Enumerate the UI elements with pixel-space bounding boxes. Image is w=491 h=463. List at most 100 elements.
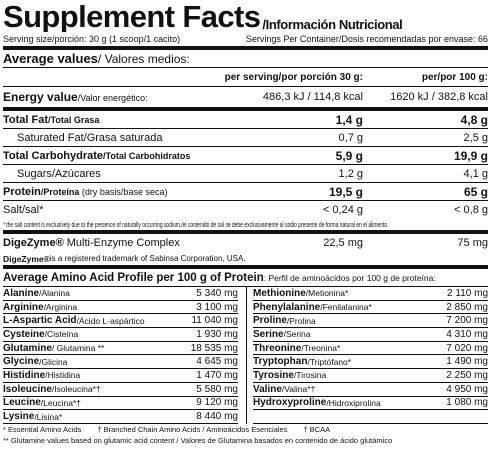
nutrient-name: Sugars/Azúcares bbox=[17, 167, 101, 180]
trademark-row: DigeZyme® is a registered trademark of S… bbox=[3, 252, 488, 265]
amino-name: Isoleucine bbox=[3, 383, 52, 395]
nutrient-local: /Proteína bbox=[40, 186, 80, 197]
nutrient-local: /Total Grasa bbox=[48, 114, 100, 125]
rule bbox=[3, 86, 488, 87]
amino-column: Alanine/Alanina 5 340 mg Arginine/Arginina… bbox=[3, 287, 247, 424]
amino-name: Tryptophan bbox=[253, 356, 308, 368]
amino-row: Serine/Serina 4 310 mg bbox=[253, 328, 488, 342]
nutrient-label: Protein/Proteína (dry basis/base seca) bbox=[3, 186, 193, 198]
enzyme-rest: Multi-Enzyme Complex bbox=[63, 237, 180, 249]
amino-local: /Prolina bbox=[286, 315, 316, 326]
footnote: † Branched Chain Amino Acids / Aminoácid… bbox=[97, 424, 288, 434]
title-row: Supplement Facts /Información Nutriciona… bbox=[3, 0, 488, 32]
amino-name: Proline bbox=[253, 315, 287, 327]
nutrient-row: Energy value/Valor energético: 486,3 kJ /… bbox=[3, 87, 488, 107]
amino-row: Methionine/Metionina* 2 110 mg bbox=[253, 287, 488, 301]
nutrient-name: Total Carbohydrate bbox=[3, 149, 104, 162]
amino-name: Methionine bbox=[253, 287, 306, 299]
nutrient-name: Saturated Fat/Grasa saturada bbox=[17, 131, 163, 144]
amino-local: /Fenilalanina* bbox=[320, 302, 372, 313]
amino-name: Tyrosine bbox=[253, 369, 294, 381]
nutrient-note: (dry basis/base seca) bbox=[79, 186, 168, 197]
amino-local: /Tirosina bbox=[293, 370, 327, 381]
amino-row: Hydroxyproline/Hidroxiprolina 1 080 mg bbox=[253, 397, 488, 411]
amino-local: /Histidina bbox=[45, 370, 81, 381]
per-100g: 2,5 g bbox=[463, 131, 488, 144]
enzyme-name: DigeZyme® bbox=[3, 237, 64, 249]
nutrient-name: Energy value bbox=[3, 90, 78, 104]
rule bbox=[3, 107, 488, 111]
nutrient-row: Protein/Proteína (dry basis/base seca) 19… bbox=[3, 183, 488, 201]
nutrient-name: Salt/sal* bbox=[3, 204, 44, 216]
trademark-name: DigeZyme® bbox=[3, 253, 50, 264]
amino-value: 1 080 mg bbox=[446, 397, 488, 409]
amino-name: Serine bbox=[253, 328, 284, 340]
amino-row-empty bbox=[253, 410, 488, 424]
nutrient-label: Total Carbohydrate/Total Carbohidratos bbox=[3, 150, 193, 162]
per-serving: 19,5 g bbox=[328, 184, 363, 199]
amino-row: Tryptophan/Triptófano* 1 490 mg bbox=[253, 355, 488, 370]
amino-name: Valine bbox=[253, 383, 282, 395]
amino-row: Valine/Valina*† 4 950 mg bbox=[253, 383, 488, 397]
rule bbox=[3, 46, 488, 50]
amino-value: 1 930 mg bbox=[196, 328, 238, 340]
per-100g: 4,8 g bbox=[460, 112, 488, 127]
amino-row: Threonine/Treonina* 7 020 mg bbox=[253, 342, 488, 356]
average-title-local: / Valores medios: bbox=[97, 51, 190, 66]
nutrient-name: Total Fat bbox=[3, 113, 49, 126]
subtitle: /Información Nutricional bbox=[262, 17, 403, 32]
amino-local: /Cisteína bbox=[44, 329, 79, 340]
amino-value: 2 250 mg bbox=[446, 369, 488, 381]
amino-value: 5 340 mg bbox=[196, 287, 238, 299]
average-title: Average values bbox=[3, 51, 98, 66]
footnote: ** Glutamine values based on glutamic ac… bbox=[3, 435, 393, 445]
footnote-row: * Essential Amino Acids † Branched Chain … bbox=[3, 424, 488, 435]
amino-local: /Serina bbox=[283, 329, 311, 340]
amino-value: 5 580 mg bbox=[196, 383, 238, 395]
amino-local: /Metionina* bbox=[305, 288, 349, 299]
amino-local: /Treonina* bbox=[301, 343, 341, 354]
per-serving: 1,4 g bbox=[335, 112, 363, 127]
per-serving: 1,2 g bbox=[338, 167, 363, 180]
amino-name: Cysteine bbox=[3, 328, 45, 340]
amino-local: /Isoleucina*† bbox=[51, 384, 101, 395]
amino-row: Alanine/Alanina 5 340 mg bbox=[3, 287, 238, 301]
average-header: Average values / Valores medios: bbox=[3, 50, 488, 67]
amino-row: Phenylalanine/Fenilalanina* 2 850 mg bbox=[253, 301, 488, 315]
amino-value: 7 020 mg bbox=[446, 342, 488, 354]
amino-local: /Valina*† bbox=[281, 384, 316, 395]
nutrient-row: Salt/sal* < 0,24 g < 0,8 g bbox=[3, 201, 488, 219]
nutrient-label: Salt/sal* bbox=[3, 204, 193, 216]
amino-title: Average Amino Acid Profile per 100 g of … bbox=[3, 271, 264, 284]
amino-local: /Arginina bbox=[43, 302, 78, 313]
per-100g: 19,9 g bbox=[453, 148, 488, 163]
nutrient-label: Saturated Fat/Grasa saturada bbox=[3, 132, 193, 144]
nutrient-row: Total Fat/Total Grasa 1,4 g 4,8 g bbox=[3, 111, 488, 129]
amino-name: Leucine bbox=[3, 397, 41, 409]
per-serving: < 0,24 g bbox=[322, 204, 363, 216]
enzyme-row: DigeZyme® Multi-Enzyme Complex 22,5 mg 7… bbox=[3, 234, 488, 252]
trademark-text: is a registered trademark of Sabinsa Cor… bbox=[49, 254, 246, 263]
amino-value: 3 100 mg bbox=[196, 301, 238, 313]
per-serving: 486,3 kJ / 114,8 kcal bbox=[262, 91, 363, 103]
salt-note: * the salt content is exclusively due to… bbox=[3, 220, 388, 229]
amino-name: L-Aspartic Acid bbox=[3, 315, 77, 327]
amino-row: Cysteine/Cisteína 1 930 mg bbox=[3, 328, 238, 342]
rule bbox=[3, 265, 488, 269]
salt-note-row: * the salt content is exclusively due to… bbox=[3, 219, 488, 230]
amino-name: Lysine bbox=[3, 411, 35, 423]
column-100g: per/por 100 g: bbox=[421, 71, 488, 83]
amino-row: Glycine/Glicina 4 645 mg bbox=[3, 355, 238, 370]
nutrient-local: /Total Carbohidratos bbox=[103, 150, 191, 161]
serving-row: Serving size/porción: 30 g (1 scoop/1 ca… bbox=[3, 32, 488, 46]
amino-local: /Glicina bbox=[39, 356, 68, 367]
nutrient-label: Total Fat/Total Grasa bbox=[3, 114, 193, 126]
amino-local: /Hidroxiprolina bbox=[326, 397, 381, 408]
amino-value: 7 200 mg bbox=[446, 315, 488, 327]
footnote-row: ** Glutamine values based on glutamic ac… bbox=[3, 435, 488, 446]
amino-name: Glycine bbox=[3, 356, 40, 368]
amino-name: Phenylalanine bbox=[253, 301, 321, 313]
nutrient-label: Sugars/Azúcares bbox=[3, 168, 193, 180]
per-100g: < 0,8 g bbox=[454, 204, 488, 216]
